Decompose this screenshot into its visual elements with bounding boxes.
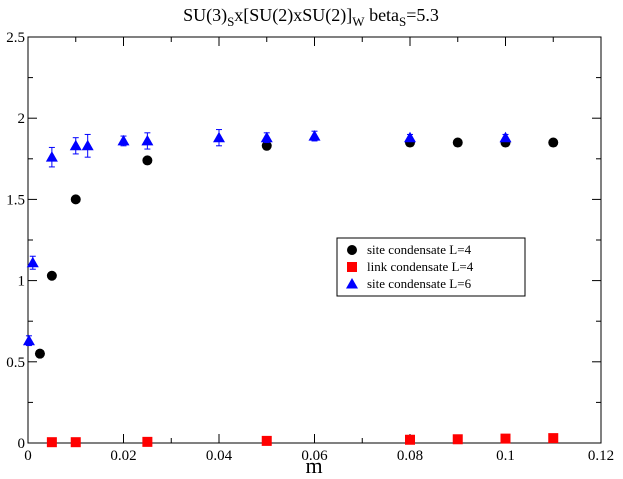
data-point [548,137,559,148]
data-point [261,140,272,151]
legend-label: site condensate L=4 [367,242,472,257]
data-point [142,155,153,166]
data-point [405,434,415,445]
data-point [117,134,130,146]
data-point [260,131,273,143]
data-marks [22,129,559,448]
title-part: S [227,14,234,29]
legend-item: link condensate L=4 [347,259,474,274]
legend-item: site condensate L=6 [346,276,472,291]
legend-marker [347,245,357,255]
legend-item: site condensate L=4 [347,242,472,257]
legend-marker [346,278,358,289]
x-tick-label: 0 [24,448,32,464]
x-tick-label: 0.12 [588,448,614,464]
data-point [69,139,82,151]
data-point [261,435,272,446]
data-point [452,434,463,445]
title-part: =5.3 [406,5,439,25]
series-3 [22,129,512,347]
y-tick-label: 1.5 [6,192,25,208]
data-point [46,270,57,281]
y-tick-label: 0.5 [6,355,25,371]
tick-labels: 0 0.02 0.04 0.06 0.08 0.1 0.12 0 0.5 1 1.5 2 2.5 [6,30,614,464]
series-2 [46,433,559,448]
data-point [26,256,39,268]
x-tick-label: 0.02 [110,448,136,464]
data-point [142,436,153,447]
legend: site condensate L=4 link condensate L=4 si… [336,237,526,297]
x-tick-label: 0.1 [496,448,515,464]
data-point [46,437,57,448]
x-axis-label: m [305,453,322,478]
data-point [22,334,35,346]
data-point [500,433,511,444]
data-point [45,151,58,162]
data-point [452,137,463,148]
title-part: S [399,14,406,29]
legend-label: link condensate L=4 [367,259,474,274]
y-tick-label: 2 [18,111,26,127]
y-tick-label: 0 [18,436,26,452]
data-point [70,437,81,448]
title-part: beta [365,5,399,25]
legend-box [336,237,526,297]
data-point [141,134,154,146]
legend-label: site condensate L=6 [367,276,472,291]
title-part: SU(3) [183,5,227,26]
data-point [404,131,416,143]
axis-ticks [27,36,602,444]
x-tick-label: 0.06 [301,448,328,464]
data-point [81,139,94,151]
data-point [308,130,321,141]
x-tick-label: 0.04 [206,448,233,464]
x-tick-label: 0.08 [397,448,423,464]
title-part: W [352,14,365,29]
y-tick-label: 2.5 [6,30,25,46]
title-part: x[SU(2)xSU(2)] [234,5,352,26]
legend-marker [347,262,357,272]
data-point [213,131,225,143]
y-tick-label: 1 [18,274,26,290]
data-point [34,348,45,359]
data-point [70,194,81,205]
data-point [499,131,512,143]
data-point [548,433,559,444]
chart-title: SU(3)Sx[SU(2)xSU(2)]W betaS=5.3 [183,5,439,29]
